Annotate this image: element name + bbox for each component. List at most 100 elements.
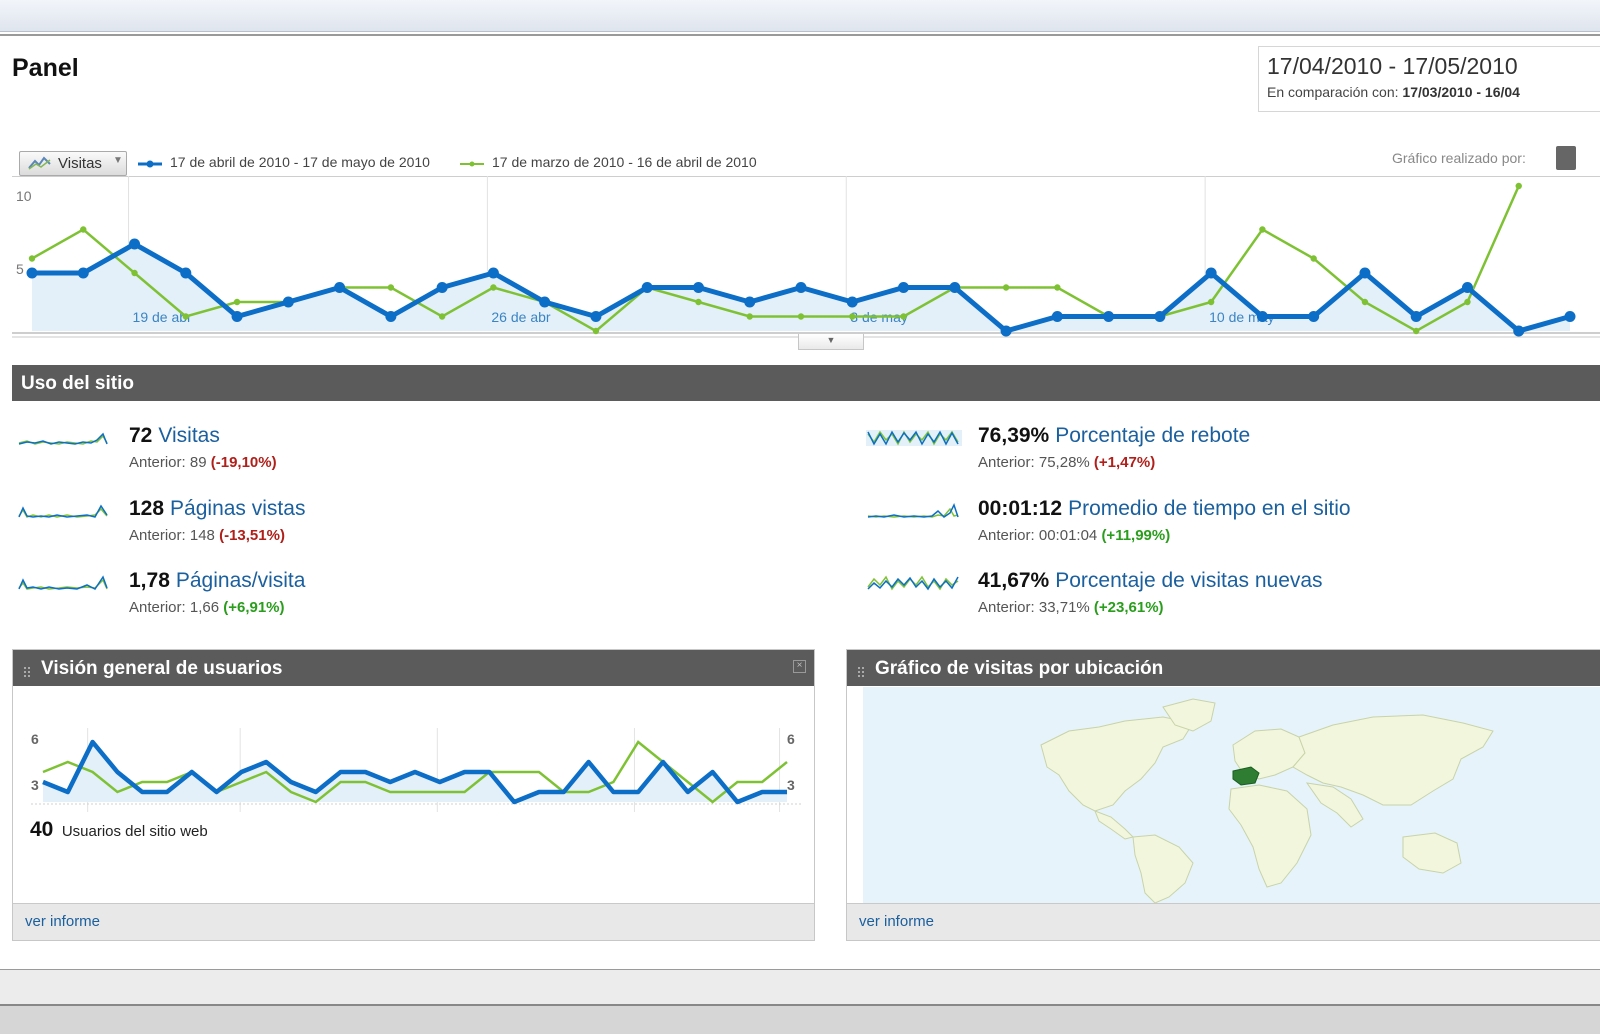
metric-delta: (+6,91%) (223, 599, 285, 616)
users-total: 40 Usuarios del sitio web (30, 818, 208, 842)
metric-value: 41,67% (978, 569, 1050, 592)
series-current-point (231, 311, 243, 322)
series-current-point (1000, 325, 1012, 337)
metric-value: 128 (129, 497, 165, 520)
series-previous-point (1361, 298, 1369, 306)
users-panel-footer: ver informe (13, 903, 814, 940)
sparkline (867, 575, 959, 591)
metric-previous: Anterior: 89 (-19,10%) (129, 454, 277, 471)
metric-headline: 41,67% Porcentaje de visitas nuevas (978, 569, 1323, 593)
series-previous-point (131, 269, 138, 277)
sparkline (866, 430, 962, 446)
close-icon[interactable]: × (793, 660, 806, 673)
legend-previous: 17 de marzo de 2010 - 16 de abril de 201… (460, 154, 757, 171)
metric-previous-label: Anterior: (978, 454, 1035, 471)
site-usage-header: Uso del sitio (12, 365, 1600, 401)
series-previous-point (1002, 284, 1010, 291)
series-current-point (77, 267, 89, 279)
series-current-point (846, 296, 858, 308)
map-panel-footer: ver informe (847, 903, 1600, 940)
sparkline (18, 575, 108, 590)
series-previous-point (80, 226, 87, 233)
series-previous-point (28, 255, 36, 262)
metric-name-link[interactable]: Visitas (158, 424, 220, 447)
series-previous-point (695, 298, 702, 306)
metric-delta: (-13,51%) (219, 527, 285, 544)
series-current-point (385, 311, 397, 322)
metric-item: 76,39% Porcentaje de rebote Anterior: 75,2… (866, 424, 1566, 490)
map-continents (1040, 698, 1494, 903)
chart-collapse-toggle[interactable]: chevron-down-icon▼ (798, 334, 864, 350)
y-tick-label: 3 (787, 777, 795, 793)
y-tick-label: 10 (16, 188, 32, 204)
world-map[interactable] (863, 687, 1600, 903)
series-previous-point (849, 313, 856, 320)
series-previous-point (1464, 298, 1471, 306)
series-previous-point (1515, 182, 1522, 190)
metric-previous-value: 148 (185, 527, 220, 544)
metric-previous: Anterior: 1,66 (+6,91%) (129, 599, 285, 616)
sparkline-current (18, 504, 108, 518)
sparkline (18, 432, 108, 445)
sparkline-previous (867, 507, 959, 518)
metric-name-link[interactable]: Promedio de tiempo en el sitio (1068, 497, 1351, 520)
divider (0, 969, 1600, 970)
metric-name-link[interactable]: Porcentaje de visitas nuevas (1055, 569, 1323, 592)
users-panel-title: Visión general de usuarios (41, 658, 283, 679)
series-current-point (334, 282, 346, 293)
metric-item: 72 Visitas Anterior: 89 (-19,10%) (17, 424, 717, 490)
series-previous-point (1259, 226, 1266, 233)
metric-name-link[interactable]: Páginas vistas (170, 497, 306, 520)
metric-value: 76,39% (978, 424, 1050, 447)
series-previous-point (746, 313, 753, 320)
users-count-label: Usuarios del sitio web (61, 823, 208, 840)
metric-name-link[interactable]: Páginas/visita (175, 569, 306, 592)
users-report-link[interactable]: ver informe (25, 913, 101, 930)
date-range-current: 17/04/2010 - 17/05/2010 (1267, 53, 1518, 79)
sparkline-current (867, 430, 959, 446)
series-previous-point (1413, 327, 1420, 335)
drag-handle-icon[interactable] (858, 664, 868, 682)
series-current-point (692, 282, 704, 293)
map-panel-header[interactable]: Gráfico de visitas por ubicación (847, 650, 1600, 686)
metric-value: 1,78 (129, 569, 170, 592)
metric-previous-value: 75,28% (1034, 454, 1094, 471)
metric-previous: Anterior: 00:01:04 (+11,99%) (978, 527, 1170, 544)
y-tick-label: 3 (31, 777, 39, 793)
series-current-point (1154, 311, 1166, 322)
x-tick-label: 19 de abr (133, 309, 192, 325)
series-previous-point (1207, 298, 1215, 306)
metric-select[interactable]: Visitas ▼ (19, 151, 127, 176)
series-current-point (1461, 282, 1473, 293)
y-tick-label: 6 (787, 731, 795, 747)
users-overview-panel: Visión general de usuarios × 6 3 6 3 40 Usu… (12, 649, 815, 941)
metric-delta: (-19,10%) (210, 454, 277, 471)
metric-previous-value: 1,66 (185, 599, 224, 616)
date-range-picker[interactable]: 17/04/2010 - 17/05/2010 En comparación c… (1258, 46, 1600, 112)
metric-headline: 00:01:12 Promedio de tiempo en el sitio (978, 497, 1351, 521)
series-current-point (898, 282, 910, 293)
metric-previous-label: Anterior: (129, 599, 186, 616)
series-current-point (26, 267, 38, 279)
sparkline-previous (18, 507, 108, 518)
series-current-point (1564, 311, 1576, 322)
site-usage-title: Uso del sitio (21, 373, 134, 394)
sparkline-previous (18, 434, 108, 445)
series-current-point (487, 267, 499, 279)
metric-headline: 72 Visitas (129, 424, 220, 448)
series-current-point (641, 282, 653, 293)
map-country-spain (1232, 766, 1260, 786)
series-current-line (42, 739, 787, 805)
series-previous-point (1054, 284, 1061, 291)
metric-previous: Anterior: 148 (-13,51%) (129, 527, 285, 544)
drag-handle-icon[interactable] (24, 664, 34, 682)
series-current-point (436, 282, 448, 293)
legend-current: 17 de abril de 2010 - 17 de mayo de 2010 (138, 154, 430, 171)
series-previous-point (490, 284, 497, 291)
browser-toolbar (0, 0, 1600, 32)
map-report-link[interactable]: ver informe (859, 913, 935, 930)
users-panel-header[interactable]: Visión general de usuarios × (13, 650, 814, 686)
metric-name-link[interactable]: Porcentaje de rebote (1055, 424, 1251, 447)
metric-previous: Anterior: 33,71% (+23,61%) (978, 599, 1164, 616)
